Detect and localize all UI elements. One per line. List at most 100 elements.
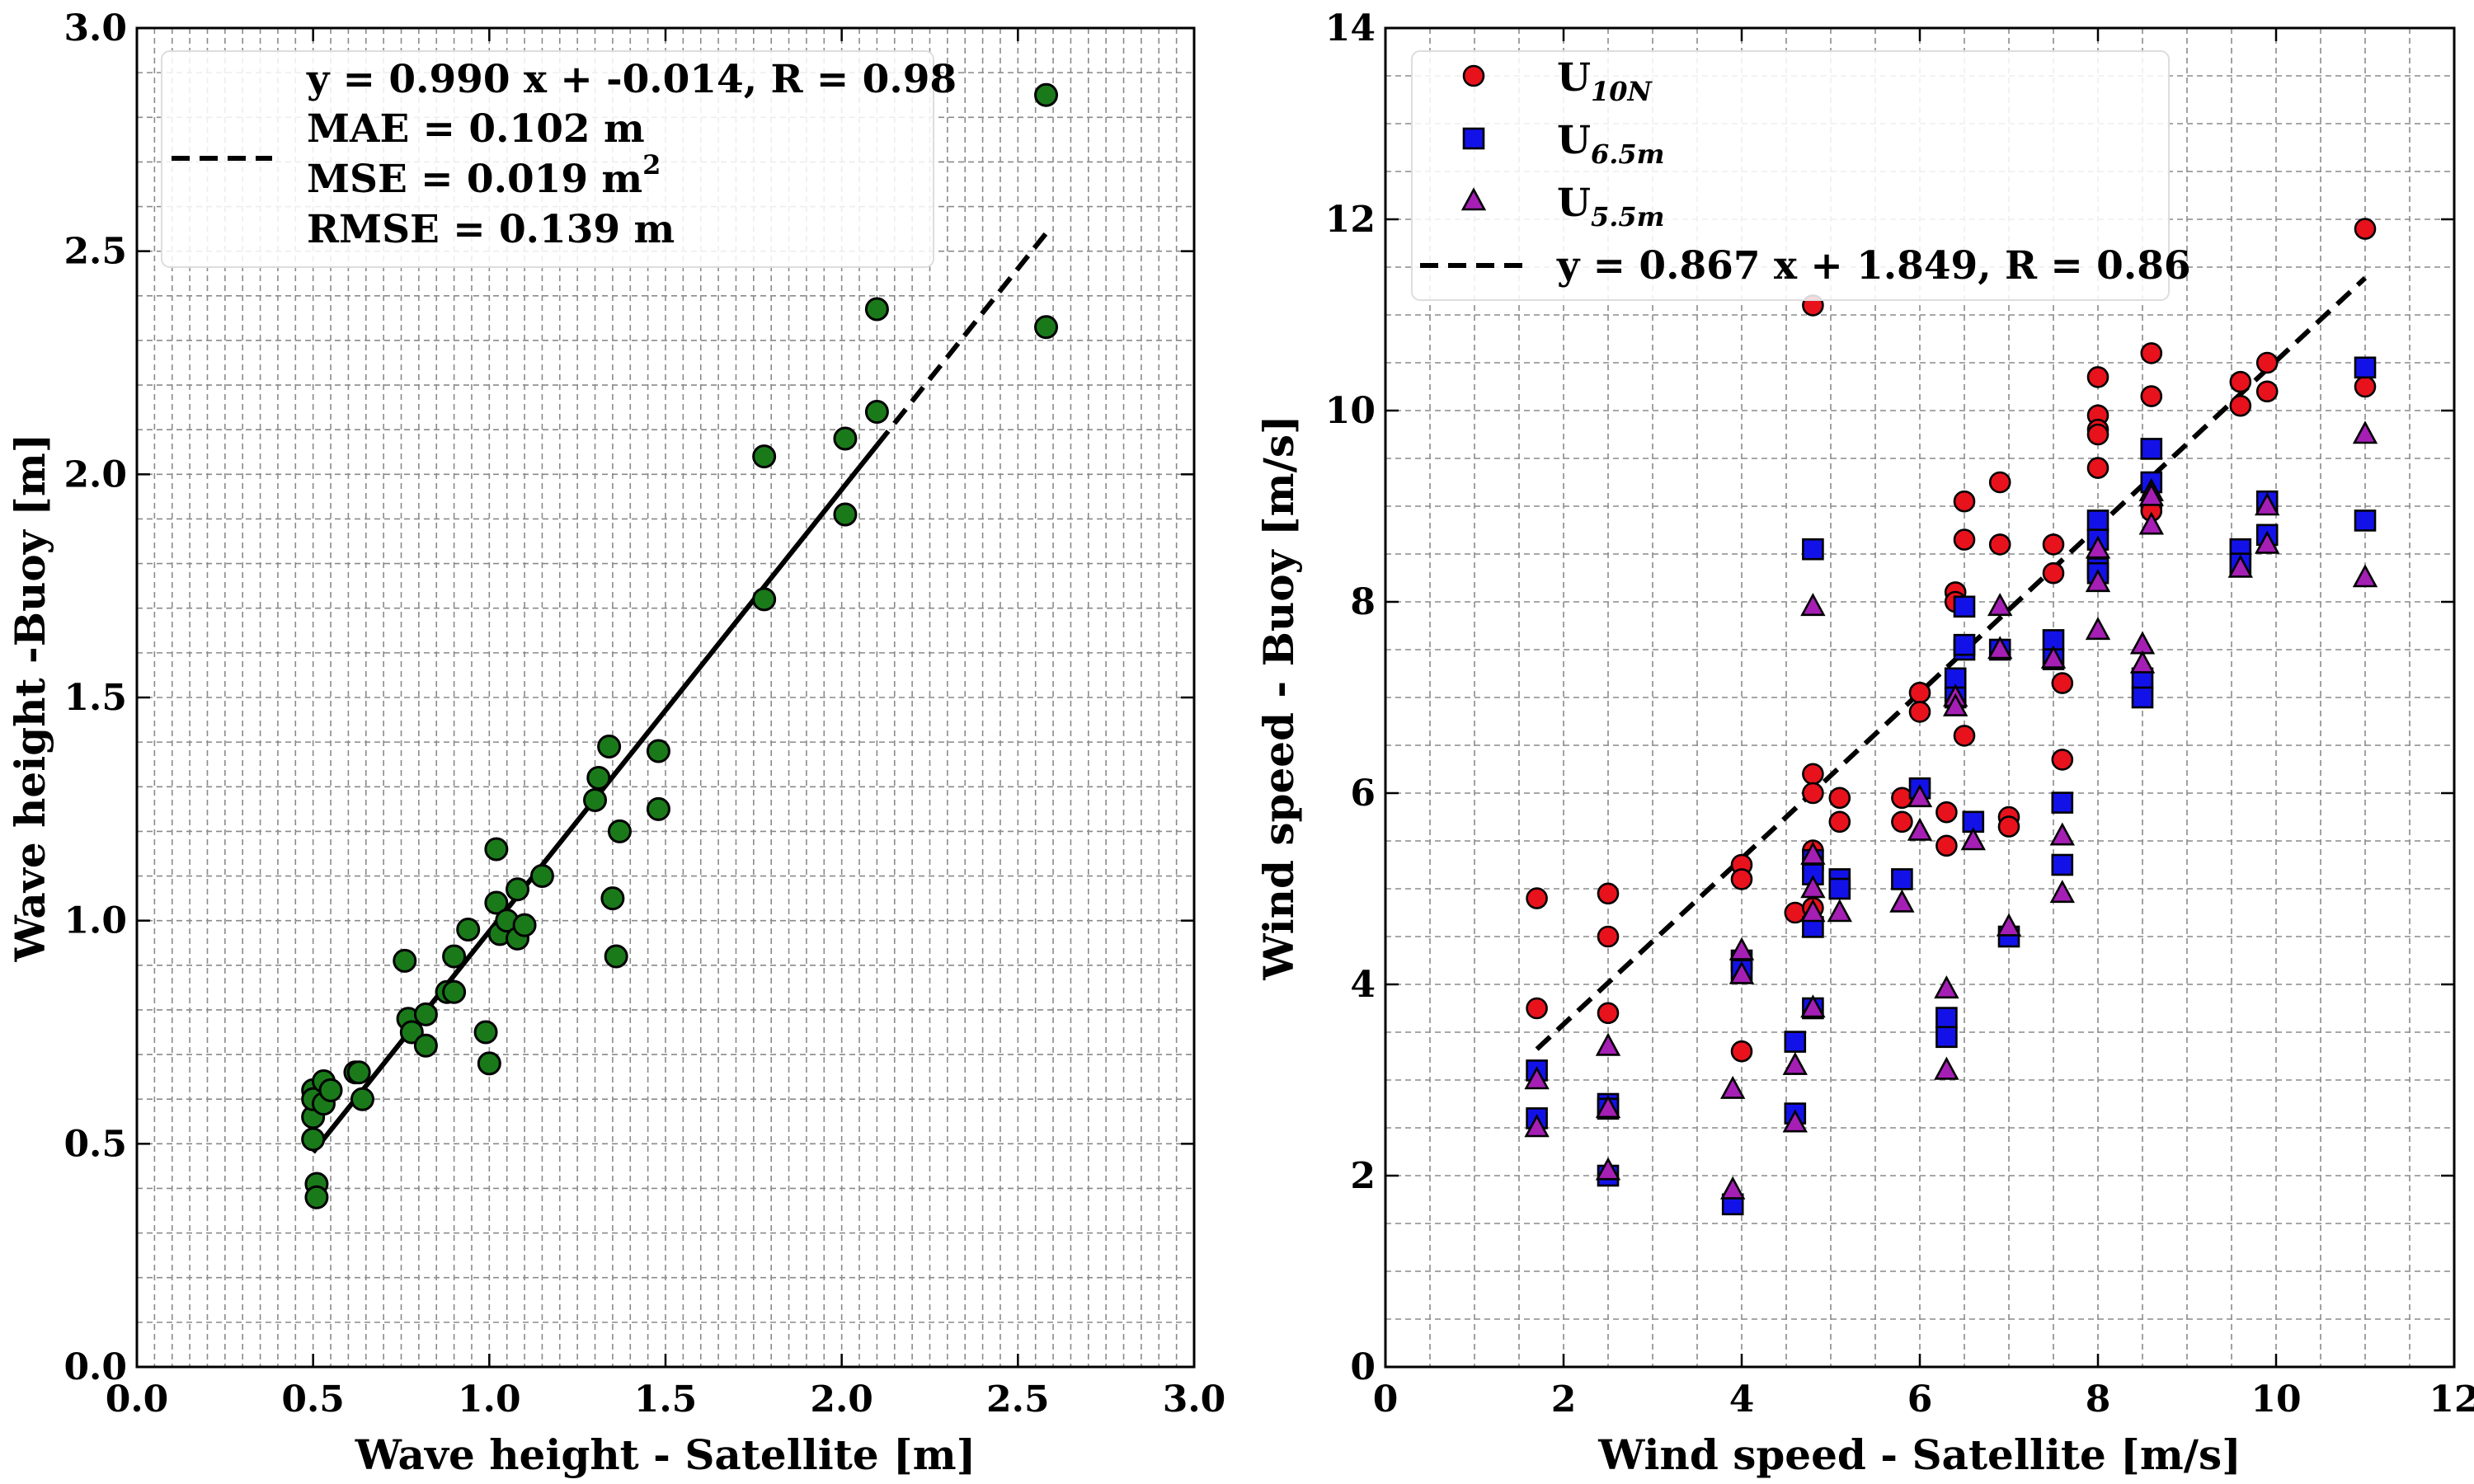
y-tick-label: 1.5 bbox=[63, 677, 127, 719]
circle-point bbox=[2086, 423, 2109, 446]
triangle-point bbox=[1907, 817, 1933, 841]
data-point bbox=[413, 1002, 438, 1026]
triangle-point bbox=[1800, 899, 1826, 923]
series-triangle bbox=[1524, 420, 2378, 1200]
y-tick-label: 14 bbox=[1325, 7, 1376, 49]
data-point bbox=[456, 917, 481, 942]
triangle-point bbox=[1827, 899, 1852, 923]
data-point bbox=[346, 1060, 371, 1085]
triangle-point bbox=[1729, 937, 1755, 960]
circle-point bbox=[2140, 342, 2163, 364]
data-point bbox=[304, 1185, 329, 1209]
triangle-point bbox=[2085, 617, 2111, 641]
x-tick-label: 10 bbox=[2251, 1378, 2301, 1421]
ticks: 0.0 0.5 1.0 1.5 2.0 2.5 3.0 0.0 0.5 1.0 1.5 2.0 2.5 3… bbox=[63, 7, 1225, 1421]
triangle-point bbox=[2255, 492, 2280, 516]
fit-line-dashed bbox=[875, 232, 1048, 448]
triangle-point bbox=[1996, 913, 2022, 937]
triangle-point bbox=[1800, 994, 1826, 1018]
data-point bbox=[301, 1127, 326, 1152]
data-point bbox=[1034, 82, 1059, 107]
circle-point bbox=[1526, 997, 1548, 1020]
triangle-point bbox=[1889, 889, 1915, 913]
triangle-point bbox=[2352, 564, 2378, 588]
triangle-point bbox=[1729, 960, 1755, 984]
circle-point bbox=[2042, 561, 2065, 585]
legend-mse-superscript: 2 bbox=[642, 149, 661, 181]
triangle-point bbox=[1960, 827, 1986, 851]
data-point bbox=[583, 788, 608, 813]
plot-area bbox=[301, 82, 1059, 1209]
y-tick-label: 0.0 bbox=[63, 1346, 127, 1388]
triangle-point bbox=[1595, 1095, 1621, 1119]
circle-point bbox=[1908, 681, 1931, 704]
circle-point bbox=[2042, 533, 2065, 556]
data-point bbox=[864, 297, 889, 322]
x-tick-label: 2.5 bbox=[986, 1378, 1050, 1421]
circle-point bbox=[1988, 533, 2011, 556]
data-point bbox=[529, 864, 554, 889]
y-tick-label: 4 bbox=[1350, 964, 1376, 1006]
x-tick-label: 2 bbox=[1551, 1378, 1577, 1421]
circle-point bbox=[1828, 810, 1851, 834]
y-tick-label: 2.0 bbox=[63, 453, 127, 495]
data-point bbox=[512, 913, 537, 937]
data-point bbox=[477, 1051, 501, 1076]
triangle-point bbox=[1595, 1032, 1621, 1056]
x-axis-label: Wind speed - Satellite [m/s] bbox=[1597, 1430, 2241, 1479]
y-tick-label: 6 bbox=[1350, 773, 1376, 815]
data-point bbox=[473, 1020, 498, 1045]
circle-point bbox=[1908, 701, 1931, 723]
triangle-point bbox=[1524, 1114, 1550, 1138]
legend-rmse: RMSE = 0.139 m bbox=[307, 207, 675, 252]
triangle-point bbox=[2085, 569, 2111, 593]
data-point bbox=[752, 587, 777, 612]
data-point bbox=[600, 886, 625, 911]
data-point bbox=[646, 739, 670, 763]
data-point bbox=[350, 1087, 374, 1111]
circle-point bbox=[1597, 1002, 1620, 1025]
circle-point bbox=[2354, 375, 2377, 398]
triangle-point bbox=[2049, 880, 2075, 904]
legend-mse: MSE = 0.019 m2 bbox=[307, 149, 661, 202]
y-tick-label: 12 bbox=[1325, 199, 1376, 241]
circle-point bbox=[1730, 868, 1753, 890]
legend-marker-triangle bbox=[1460, 187, 1487, 211]
y-tick-label: 10 bbox=[1325, 390, 1376, 432]
circle-point bbox=[1891, 810, 1913, 834]
triangle-point bbox=[1907, 784, 1933, 808]
circle-point bbox=[2255, 351, 2279, 374]
plot-frame bbox=[135, 26, 1196, 1369]
triangle-point bbox=[1524, 1066, 1550, 1090]
square-point bbox=[2140, 438, 2163, 460]
circle-point bbox=[2229, 370, 2252, 393]
data-point bbox=[597, 735, 622, 759]
triangle-point bbox=[1782, 1109, 1808, 1133]
data-point bbox=[413, 1033, 438, 1058]
data-point bbox=[484, 837, 509, 862]
x-tick-label: 1.5 bbox=[634, 1378, 698, 1421]
legend-fit-equation: y = 0.990 x + -0.014, R = 0.98 bbox=[306, 57, 957, 102]
triangle-point bbox=[1782, 1051, 1808, 1075]
triangle-point bbox=[1800, 875, 1826, 899]
circle-point bbox=[1828, 787, 1851, 810]
circle-point bbox=[1597, 925, 1620, 948]
series-circle bbox=[1526, 218, 2377, 1063]
x-tick-label: 0.5 bbox=[281, 1378, 345, 1421]
x-tick-label: 12 bbox=[2429, 1378, 2474, 1421]
wind-speed-panel: 0 2 4 6 8 10 12 0 2 4 6 8 10 12 14 Wind speed - Satelli… bbox=[1254, 7, 2474, 1479]
circle-point bbox=[1802, 763, 1824, 786]
x-tick-label: 3.0 bbox=[1163, 1378, 1226, 1421]
circle-point bbox=[2051, 749, 2074, 771]
plot-area bbox=[1524, 218, 2378, 1216]
x-tick-label: 6 bbox=[1907, 1378, 1933, 1421]
circle-point bbox=[1935, 834, 1958, 857]
square-point bbox=[1935, 1007, 1958, 1029]
data-point bbox=[752, 444, 777, 469]
circle-point bbox=[2229, 394, 2252, 417]
ticks: 0 2 4 6 8 10 12 0 2 4 6 8 10 12 14 bbox=[1325, 7, 2474, 1421]
circle-point bbox=[1988, 471, 2011, 494]
data-point bbox=[484, 890, 509, 915]
circle-point bbox=[2086, 457, 2109, 479]
